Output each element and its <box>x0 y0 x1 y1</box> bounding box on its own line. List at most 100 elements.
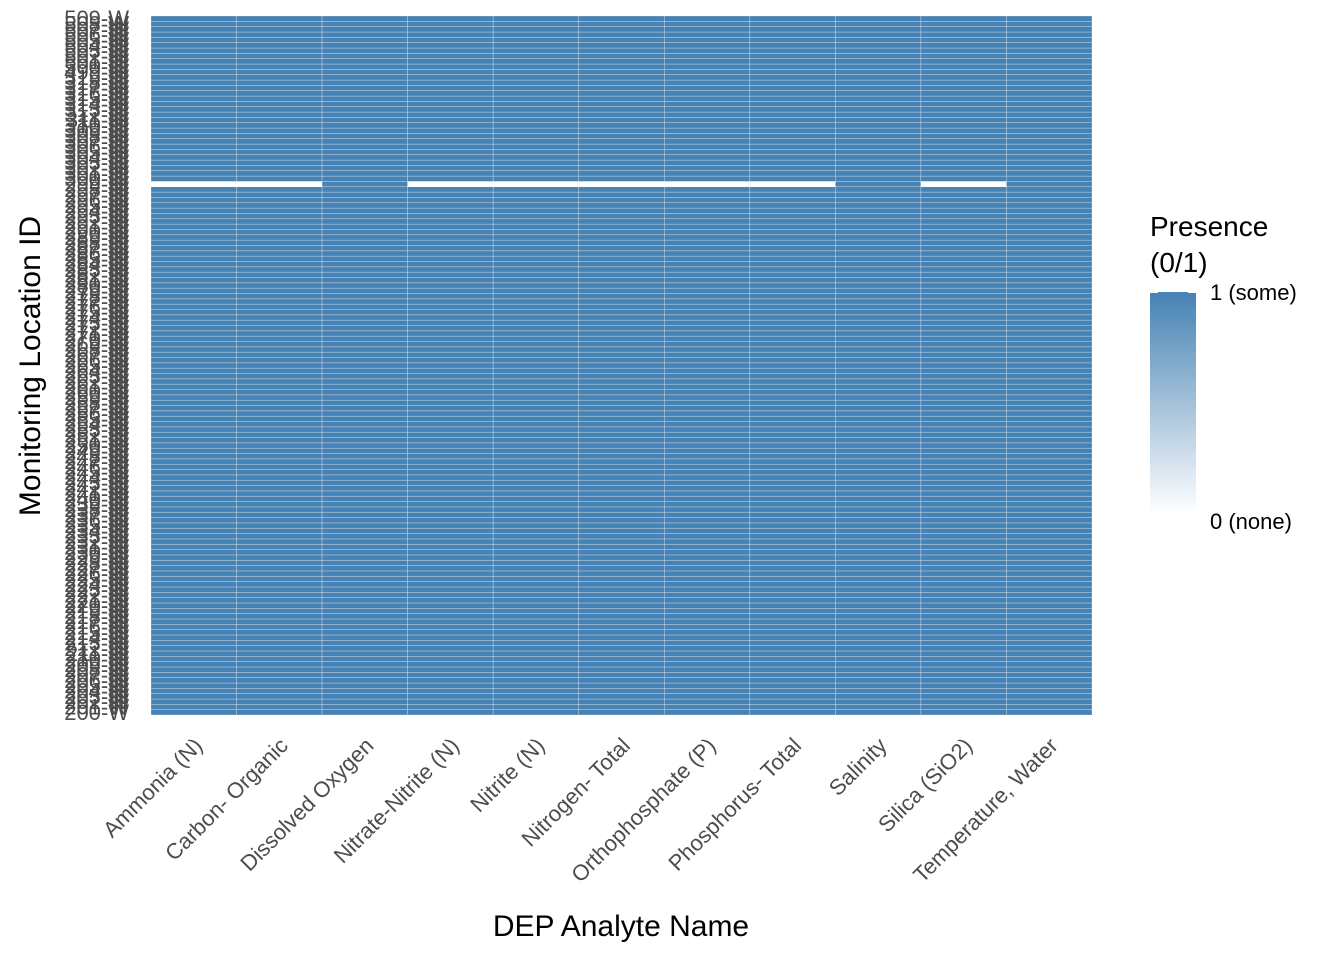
heatmap-cell <box>150 399 237 406</box>
heatmap-cell <box>492 159 580 166</box>
heatmap-cell <box>236 31 323 38</box>
heatmap-cell <box>920 58 1007 65</box>
heatmap-cell <box>663 309 751 316</box>
heatmap-cell <box>749 383 836 390</box>
heatmap-cell <box>835 357 922 364</box>
heatmap-cell <box>749 303 836 310</box>
heatmap-cell <box>492 463 580 470</box>
heatmap-cell <box>236 117 323 124</box>
heatmap-cell <box>236 431 323 438</box>
heatmap-cell <box>407 26 494 33</box>
heatmap-cell <box>578 207 665 214</box>
heatmap-cell <box>1006 218 1093 225</box>
heatmap-cell <box>492 575 580 582</box>
heatmap-cell <box>749 581 836 588</box>
heatmap-cell <box>578 346 665 353</box>
heatmap-cell <box>920 346 1007 353</box>
heatmap-cell <box>920 453 1007 460</box>
heatmap-cell <box>150 693 237 700</box>
heatmap-cell <box>749 634 836 641</box>
heatmap-cell <box>492 53 580 59</box>
y-tick-label: 235-W <box>64 513 129 538</box>
heatmap-cell <box>1006 501 1093 508</box>
heatmap-cell <box>663 522 751 529</box>
heatmap-cell <box>578 357 665 364</box>
heatmap-cell <box>920 186 1007 193</box>
heatmap-cell <box>150 95 237 102</box>
heatmap-cell <box>578 170 665 177</box>
heatmap-cell <box>663 591 751 598</box>
heatmap-cell <box>150 79 237 86</box>
y-tick-label: 313-W <box>64 97 129 122</box>
heatmap-cell <box>1006 629 1093 636</box>
heatmap-cell <box>749 346 836 353</box>
heatmap-cell <box>236 79 323 86</box>
heatmap-cell <box>663 666 751 673</box>
heatmap-cell <box>407 463 494 470</box>
heatmap-cell <box>1006 623 1093 630</box>
heatmap-cell <box>663 399 751 406</box>
heatmap-cell <box>321 373 408 380</box>
heatmap-cell <box>492 37 580 43</box>
heatmap-cell <box>150 581 237 588</box>
heatmap-cell <box>835 95 922 102</box>
heatmap-cell <box>749 245 836 252</box>
heatmap-cell <box>749 202 836 209</box>
heatmap-cell <box>578 106 665 113</box>
heatmap-cell <box>492 602 580 609</box>
heatmap-cell <box>749 319 836 326</box>
heatmap-cell <box>578 522 665 529</box>
heatmap-cell <box>835 277 922 284</box>
heatmap-cell <box>663 490 751 497</box>
heatmap-cell <box>578 149 665 156</box>
heatmap-cell <box>321 501 408 508</box>
y-tick-label: 287-W <box>64 236 129 261</box>
heatmap-cell <box>407 95 494 102</box>
y-tick-label: 260-W <box>64 380 129 405</box>
heatmap-cell <box>749 69 836 75</box>
heatmap-cell <box>150 373 237 380</box>
heatmap-cell <box>1006 672 1093 678</box>
heatmap-cell <box>663 101 751 108</box>
heatmap-cell <box>578 517 665 524</box>
heatmap-cell <box>492 239 580 246</box>
heatmap-cell <box>749 565 836 572</box>
heatmap-cell <box>321 463 408 470</box>
heatmap-cell <box>1006 362 1093 369</box>
heatmap-cell <box>578 63 665 70</box>
heatmap-cell <box>321 79 408 86</box>
heatmap-cell <box>321 591 408 598</box>
heatmap-cell <box>835 213 922 220</box>
heatmap-cell <box>321 479 408 486</box>
heatmap-cell <box>236 383 323 390</box>
heatmap-cell <box>150 298 237 305</box>
heatmap-cell <box>578 325 665 332</box>
heatmap-cell <box>663 122 751 129</box>
heatmap-cell <box>749 431 836 438</box>
heatmap-cell <box>663 645 751 652</box>
heatmap-cell <box>492 458 580 465</box>
heatmap-cell <box>578 314 665 321</box>
heatmap-cell <box>150 415 237 422</box>
y-tick-label: 309-W <box>64 118 129 143</box>
heatmap-cell <box>236 415 323 422</box>
heatmap-cell <box>150 266 237 273</box>
heatmap-cell <box>321 656 408 662</box>
heatmap-cell <box>492 399 580 406</box>
heatmap-cell <box>407 357 494 364</box>
y-tick-label: 263-W <box>64 364 129 389</box>
heatmap-cell <box>663 698 751 705</box>
heatmap-cell <box>407 618 494 625</box>
heatmap-cell <box>407 106 494 113</box>
heatmap-cell <box>407 197 494 204</box>
heatmap-cell <box>321 565 408 572</box>
heatmap-cell <box>150 21 237 27</box>
heatmap-cell <box>749 341 836 348</box>
heatmap-cell <box>920 250 1007 257</box>
heatmap-cell <box>150 186 237 193</box>
heatmap-cell <box>492 650 580 657</box>
heatmap-cell <box>236 319 323 326</box>
heatmap-cell <box>749 106 836 113</box>
heatmap-cell <box>236 346 323 353</box>
heatmap-cell <box>321 15 408 22</box>
